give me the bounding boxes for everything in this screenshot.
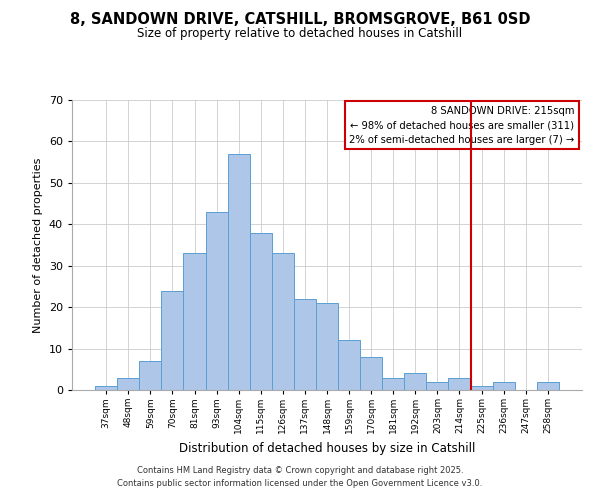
Bar: [470, 386, 493, 390]
Bar: [316, 303, 338, 390]
Bar: [250, 232, 272, 390]
Bar: [338, 340, 360, 390]
Bar: [427, 382, 448, 390]
Bar: [95, 386, 117, 390]
Bar: [184, 254, 206, 390]
X-axis label: Distribution of detached houses by size in Catshill: Distribution of detached houses by size …: [179, 442, 475, 454]
Bar: [206, 212, 227, 390]
Bar: [139, 361, 161, 390]
Text: 8, SANDOWN DRIVE, CATSHILL, BROMSGROVE, B61 0SD: 8, SANDOWN DRIVE, CATSHILL, BROMSGROVE, …: [70, 12, 530, 28]
Bar: [360, 357, 382, 390]
Bar: [294, 299, 316, 390]
Bar: [537, 382, 559, 390]
Bar: [493, 382, 515, 390]
Bar: [161, 290, 184, 390]
Bar: [382, 378, 404, 390]
Bar: [227, 154, 250, 390]
Bar: [117, 378, 139, 390]
Text: Contains HM Land Registry data © Crown copyright and database right 2025.
Contai: Contains HM Land Registry data © Crown c…: [118, 466, 482, 487]
Text: 8 SANDOWN DRIVE: 215sqm
← 98% of detached houses are smaller (311)
2% of semi-de: 8 SANDOWN DRIVE: 215sqm ← 98% of detache…: [349, 106, 574, 144]
Y-axis label: Number of detached properties: Number of detached properties: [33, 158, 43, 332]
Bar: [448, 378, 470, 390]
Bar: [404, 374, 427, 390]
Text: Size of property relative to detached houses in Catshill: Size of property relative to detached ho…: [137, 28, 463, 40]
Bar: [272, 254, 294, 390]
